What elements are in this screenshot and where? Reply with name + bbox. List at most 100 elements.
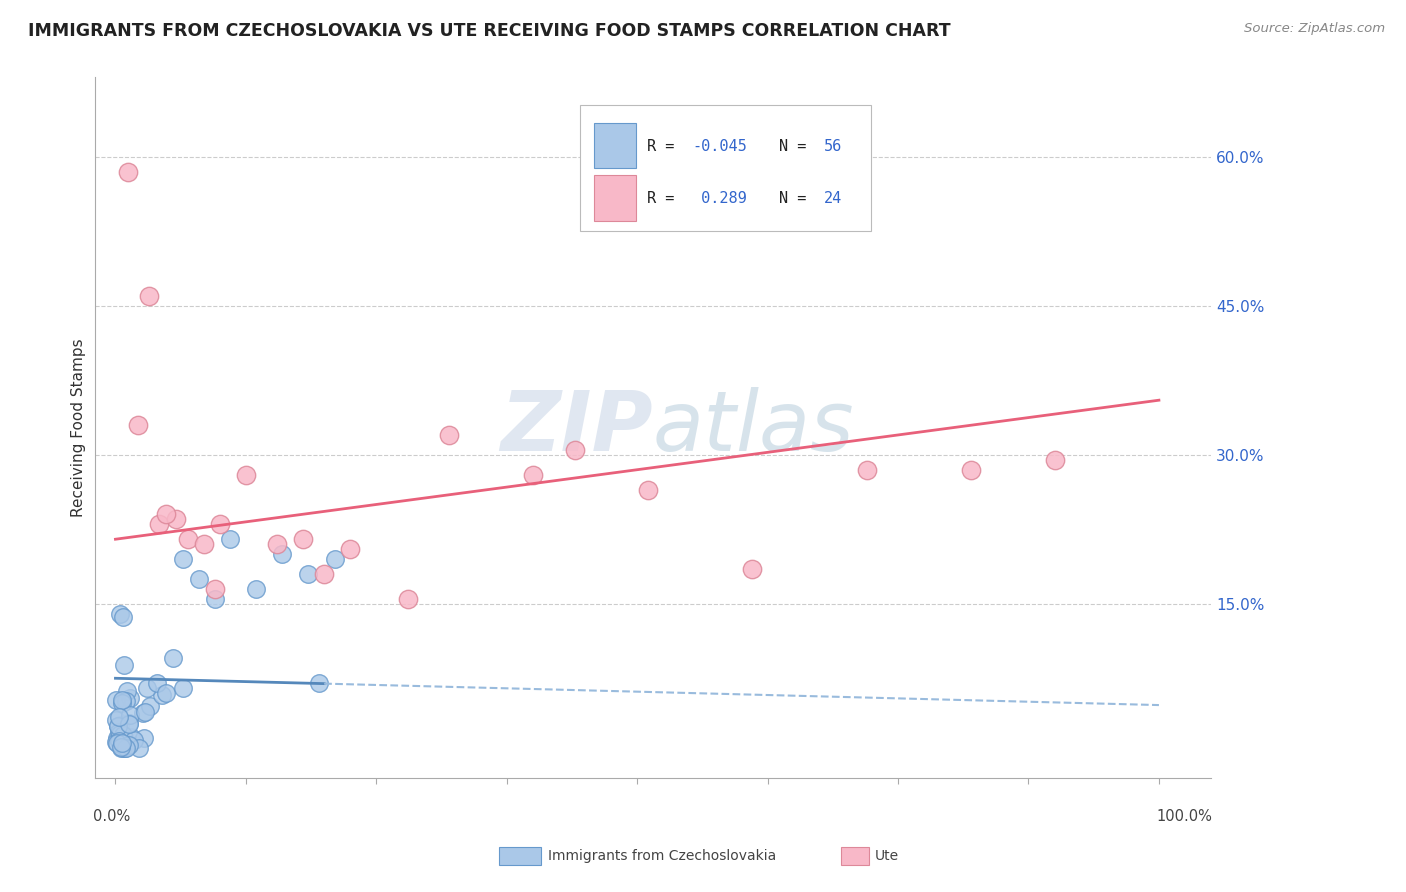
Y-axis label: Receiving Food Stamps: Receiving Food Stamps [72,338,86,516]
Text: 0.0%: 0.0% [93,809,131,824]
Point [107,719,129,733]
FancyBboxPatch shape [581,105,870,231]
Point [155,686,177,700]
Point [396,591,419,606]
Text: N =: N = [779,138,815,153]
Point [162,651,184,665]
Text: ZIP: ZIP [501,387,652,468]
Point [127,417,149,432]
Text: 24: 24 [824,191,842,206]
Point [118,690,141,705]
Point [1043,452,1066,467]
Point [112,610,135,624]
Point [219,533,242,547]
Point [120,707,142,722]
Point [105,735,128,749]
Point [108,607,131,621]
Point [134,705,156,719]
Text: Immigrants from Czechoslovakia: Immigrants from Czechoslovakia [548,849,776,863]
Point [204,582,226,596]
Point [132,731,155,745]
Point [172,681,194,696]
Point [108,725,131,739]
Point [105,693,128,707]
Point [172,552,194,566]
Point [128,740,150,755]
Point [235,467,257,482]
Point [139,698,162,713]
Text: Ute: Ute [875,849,898,863]
Point [111,728,134,742]
Point [150,688,173,702]
Point [204,591,226,606]
Point [138,289,160,303]
Point [271,547,294,561]
Point [105,731,128,746]
Point [297,566,319,581]
Point [245,582,267,596]
Point [177,533,200,547]
Point [960,463,983,477]
Point [111,736,134,750]
Point [439,428,461,442]
Point [118,739,141,753]
Point [155,508,177,522]
Point [135,681,157,696]
Point [117,716,139,731]
Point [118,717,141,731]
Point [110,740,132,755]
Point [110,693,132,707]
Point [855,463,877,477]
Point [114,740,136,755]
Point [108,724,131,739]
Text: IMMIGRANTS FROM CZECHOSLOVAKIA VS UTE RECEIVING FOOD STAMPS CORRELATION CHART: IMMIGRANTS FROM CZECHOSLOVAKIA VS UTE RE… [28,22,950,40]
Point [522,467,544,482]
Point [124,733,146,747]
Point [115,684,138,698]
Point [564,442,586,457]
Point [637,483,659,497]
Point [112,740,135,755]
Point [117,165,139,179]
Text: R =: R = [647,191,683,206]
Point [208,517,231,532]
Point [120,731,142,745]
Point [108,718,131,732]
Point [112,657,135,672]
Point [111,697,134,711]
Point [107,710,129,724]
Point [107,719,129,733]
Bar [593,176,636,221]
Text: 100.0%: 100.0% [1156,809,1212,824]
Point [114,693,136,707]
Text: 56: 56 [824,138,842,153]
Text: -0.045: -0.045 [692,138,747,153]
Text: atlas: atlas [652,387,855,468]
Point [146,676,169,690]
Point [339,542,361,557]
Point [741,562,763,576]
Text: N =: N = [779,191,815,206]
Point [187,572,209,586]
Point [107,734,129,748]
Point [148,517,170,532]
Text: R =: R = [647,138,683,153]
Point [193,537,215,551]
Point [308,676,330,690]
Point [292,533,315,547]
Point [111,736,134,750]
Point [108,727,131,741]
Point [105,736,128,750]
Point [114,731,136,746]
Text: 0.289: 0.289 [692,191,747,206]
Point [323,552,346,566]
Point [110,739,132,754]
Point [114,740,136,755]
Bar [593,123,636,169]
Point [105,714,128,728]
Text: Source: ZipAtlas.com: Source: ZipAtlas.com [1244,22,1385,36]
Point [314,566,336,581]
Point [266,537,288,551]
Point [132,706,155,721]
Point [165,512,187,526]
